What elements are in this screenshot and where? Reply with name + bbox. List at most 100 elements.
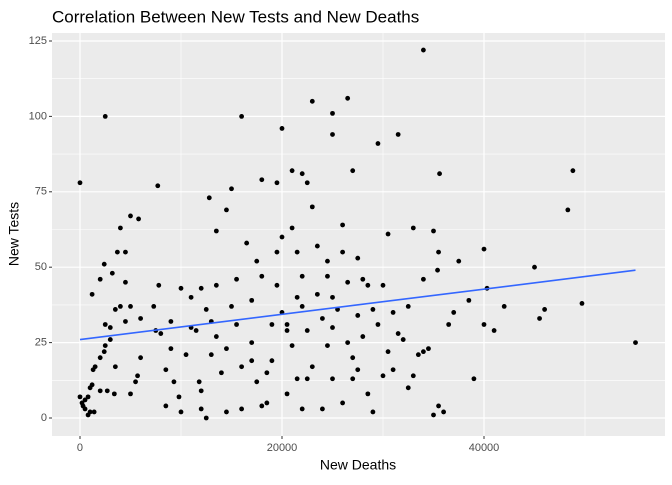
point bbox=[395, 132, 401, 137]
point bbox=[437, 171, 442, 177]
point bbox=[400, 337, 406, 342]
point bbox=[284, 322, 290, 327]
point bbox=[410, 373, 416, 379]
point bbox=[224, 207, 229, 213]
point bbox=[436, 403, 441, 409]
point bbox=[163, 403, 169, 409]
point bbox=[274, 249, 280, 255]
point bbox=[410, 225, 416, 231]
point bbox=[360, 276, 366, 282]
point bbox=[82, 406, 88, 412]
point bbox=[234, 322, 239, 327]
point bbox=[77, 394, 83, 400]
point bbox=[284, 328, 290, 333]
point bbox=[109, 270, 115, 276]
point bbox=[405, 304, 411, 309]
point bbox=[279, 234, 285, 240]
point bbox=[198, 285, 204, 291]
point bbox=[158, 331, 164, 336]
point bbox=[325, 258, 330, 264]
point bbox=[309, 204, 315, 210]
point bbox=[421, 276, 426, 282]
point bbox=[320, 316, 325, 321]
point bbox=[114, 249, 120, 255]
point bbox=[633, 340, 638, 345]
point bbox=[532, 264, 537, 270]
point bbox=[259, 273, 265, 279]
y-tick-label: 50 bbox=[35, 261, 47, 273]
point bbox=[299, 171, 305, 177]
point bbox=[466, 297, 472, 303]
point bbox=[123, 279, 128, 285]
point bbox=[178, 285, 184, 291]
point bbox=[345, 279, 351, 285]
point bbox=[198, 406, 204, 412]
point bbox=[375, 322, 381, 327]
point bbox=[213, 282, 219, 288]
point bbox=[254, 379, 260, 385]
point bbox=[102, 113, 108, 119]
point bbox=[171, 379, 177, 385]
point bbox=[151, 304, 157, 309]
point bbox=[309, 364, 315, 370]
point bbox=[314, 291, 320, 297]
panel bbox=[52, 33, 665, 436]
y-tick-label: 75 bbox=[35, 186, 47, 198]
point bbox=[219, 370, 224, 376]
point bbox=[138, 316, 143, 321]
point bbox=[193, 328, 199, 333]
point bbox=[320, 406, 325, 412]
point bbox=[360, 334, 366, 339]
point bbox=[239, 113, 245, 119]
point bbox=[565, 207, 571, 213]
point bbox=[284, 391, 290, 397]
point bbox=[128, 391, 133, 397]
point bbox=[345, 340, 351, 345]
point bbox=[89, 382, 95, 388]
x-tick-label: 40000 bbox=[469, 442, 500, 454]
point bbox=[138, 355, 143, 361]
point bbox=[269, 322, 275, 327]
point bbox=[370, 307, 376, 312]
point bbox=[365, 391, 371, 397]
point bbox=[112, 307, 118, 312]
y-tick-label: 0 bbox=[41, 412, 47, 424]
point bbox=[355, 313, 361, 318]
point bbox=[128, 213, 133, 219]
point bbox=[135, 373, 140, 379]
point bbox=[299, 304, 305, 309]
point bbox=[239, 364, 245, 370]
point bbox=[249, 297, 255, 303]
point bbox=[441, 409, 447, 415]
point bbox=[350, 168, 356, 174]
y-tick-label: 100 bbox=[29, 110, 47, 122]
point bbox=[203, 307, 209, 312]
point bbox=[350, 355, 356, 361]
point bbox=[279, 126, 285, 131]
point bbox=[491, 328, 497, 333]
point bbox=[117, 225, 123, 231]
point bbox=[136, 216, 141, 222]
point bbox=[446, 322, 452, 327]
point bbox=[274, 282, 280, 288]
point bbox=[542, 307, 548, 312]
point bbox=[178, 409, 184, 415]
point bbox=[355, 255, 361, 261]
point bbox=[294, 249, 300, 255]
point bbox=[183, 352, 189, 358]
point bbox=[375, 141, 381, 146]
point bbox=[289, 168, 295, 174]
point bbox=[501, 304, 507, 309]
point bbox=[340, 400, 346, 406]
point bbox=[340, 249, 346, 255]
point bbox=[249, 340, 255, 345]
point bbox=[274, 180, 280, 186]
point bbox=[234, 276, 239, 282]
chart-title: Correlation Between New Tests and New De… bbox=[52, 7, 419, 26]
point bbox=[163, 367, 169, 373]
point bbox=[224, 409, 229, 415]
point bbox=[451, 310, 457, 315]
point bbox=[102, 322, 108, 327]
point bbox=[380, 373, 386, 379]
